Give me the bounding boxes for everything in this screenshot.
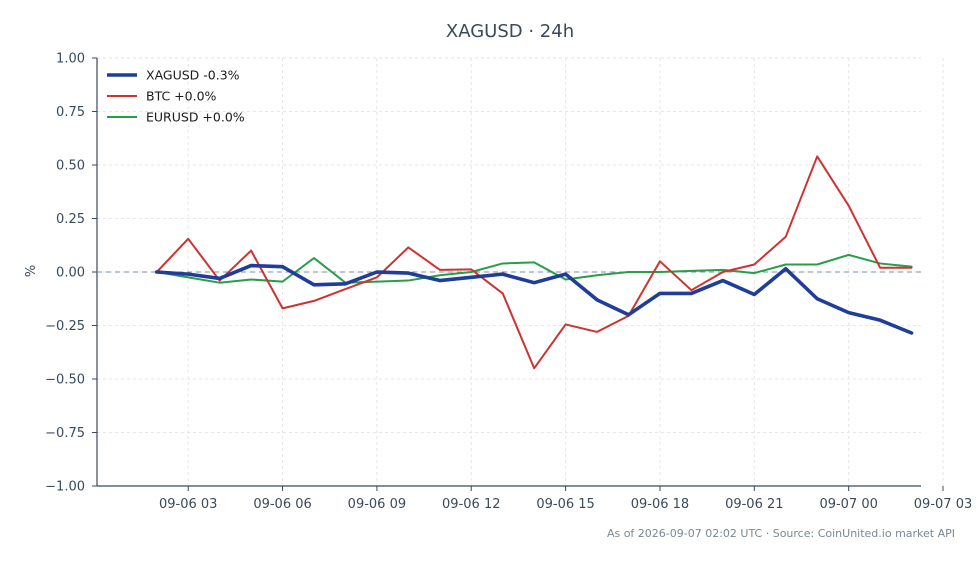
y-tick-label: −1.00 xyxy=(45,480,85,495)
x-tick-label: 09-06 21 xyxy=(725,497,783,512)
y-tick-label: 0.75 xyxy=(56,105,85,120)
y-tick-label: 1.00 xyxy=(56,52,85,67)
y-tick-label: −0.75 xyxy=(45,426,85,441)
x-tick-label: 09-07 03 xyxy=(914,497,972,512)
series-line-2 xyxy=(155,253,913,284)
chart-title: XAGUSD · 24h xyxy=(446,21,574,42)
legend-label: BTC +0.0% xyxy=(146,89,217,104)
y-tick-label: −0.25 xyxy=(45,319,85,334)
series-line-0 xyxy=(154,263,914,335)
x-tick-label: 09-06 09 xyxy=(348,497,406,512)
legend-label: XAGUSD -0.3% xyxy=(146,68,240,83)
x-tick-label: 09-06 06 xyxy=(253,497,311,512)
grid xyxy=(97,57,944,487)
series-lines xyxy=(154,155,914,370)
chart-footnote: As of 2026-09-07 02:02 UTC · Source: Coi… xyxy=(607,527,955,540)
y-axis-label: % xyxy=(24,265,39,277)
x-tick-label: 09-06 12 xyxy=(442,497,500,512)
x-tick-label: 09-06 03 xyxy=(159,497,217,512)
y-tick-label: 0.25 xyxy=(56,212,85,227)
y-tick-label: 0.00 xyxy=(56,266,85,281)
x-tick-label: 09-06 15 xyxy=(536,497,594,512)
y-tick-label: −0.50 xyxy=(45,373,85,388)
x-tick-label: 09-06 18 xyxy=(631,497,689,512)
series-line-1 xyxy=(155,155,913,370)
x-tick-label: 09-07 00 xyxy=(819,497,877,512)
legend-label: EURUSD +0.0% xyxy=(146,110,245,125)
legend: XAGUSD -0.3% BTC +0.0% EURUSD +0.0% xyxy=(107,68,245,125)
y-tick-label: 0.50 xyxy=(56,159,85,174)
